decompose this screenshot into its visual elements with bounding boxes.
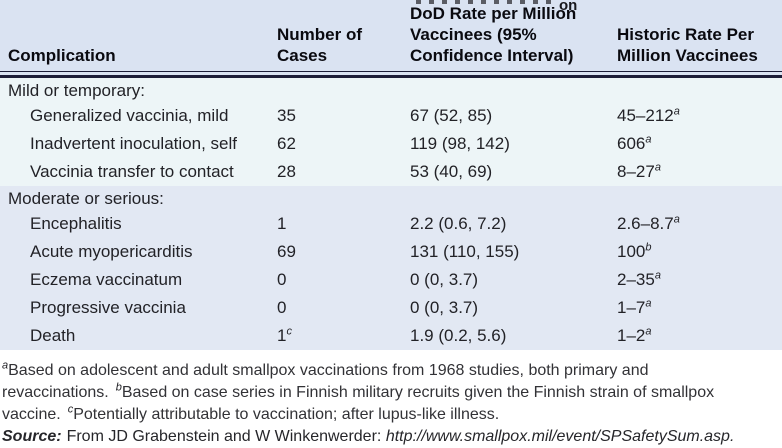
- section-moderate-or-serious: Moderate or serious: Encephalitis 1 2.2 …: [0, 186, 782, 350]
- cell-cases: 69: [277, 242, 296, 261]
- cell-historic-rate: 45–212a: [617, 105, 680, 125]
- table-row: Inadvertent inoculation, self 62 119 (98…: [0, 130, 782, 158]
- cell-complication: Acute myopericarditis: [30, 242, 193, 261]
- table-row: Progressive vaccinia 0 0 (0, 3.7) 1–7a: [0, 294, 782, 322]
- header-historic-rate: Historic Rate Per Million Vaccinees: [617, 25, 758, 65]
- footnote-b: bBased on case series in Finnish militar…: [2, 381, 715, 423]
- footnote-c: cPotentially attributable to vaccination…: [67, 403, 500, 423]
- table-row: Encephalitis 1 2.2 (0.6, 7.2) 2.6–8.7a: [0, 210, 782, 238]
- section-label: Moderate or serious:: [8, 189, 164, 208]
- cell-cases: 28: [277, 162, 296, 181]
- cell-historic-rate: 1–7a: [617, 297, 652, 317]
- cell-dod-rate: 1.9 (0.2, 5.6): [410, 326, 507, 345]
- cell-complication: Vaccinia transfer to contact: [30, 162, 234, 181]
- table-row: Eczema vaccinatum 0 0 (0, 3.7) 2–35a: [0, 266, 782, 294]
- source-url: http://www.smallpox.mil/event/SPSafetySu…: [385, 428, 735, 445]
- cell-dod-rate: 0 (0, 3.7): [410, 298, 479, 317]
- header-divider-rule: [0, 71, 782, 78]
- cell-historic-rate: 606a: [617, 133, 652, 153]
- section-label: Mild or temporary:: [8, 81, 145, 100]
- cell-cases: 1c: [277, 325, 292, 345]
- cropped-caption-fragment: on: [559, 0, 578, 14]
- cropped-text-slivers: [416, 0, 554, 4]
- cell-complication: Eczema vaccinatum: [30, 270, 183, 289]
- cell-complication: Encephalitis: [30, 214, 122, 233]
- cell-historic-rate: 1–2a: [617, 325, 652, 345]
- cell-historic-rate: 2.6–8.7a: [617, 213, 680, 233]
- table-footnotes: aBased on adolescent and adult smallpox …: [0, 360, 782, 426]
- header-number-of-cases: Number of Cases: [277, 25, 362, 65]
- header-complication: Complication: [8, 46, 116, 65]
- cell-cases: 0: [277, 270, 287, 289]
- cell-dod-rate: 2.2 (0.6, 7.2): [410, 214, 507, 233]
- cell-dod-rate: 0 (0, 3.7): [410, 270, 479, 289]
- cell-historic-rate: 2–35a: [617, 269, 661, 289]
- cell-cases: 0: [277, 298, 287, 317]
- table-row: Acute myopericarditis 69 131 (110, 155) …: [0, 238, 782, 266]
- source-text: From JD Grabenstein and W Winkenwerder:: [66, 428, 382, 445]
- cell-dod-rate: 119 (98, 142): [410, 134, 510, 153]
- header-dod-rate: DoD Rate per Million Vaccinees (95% Conf…: [410, 4, 577, 65]
- cell-historic-rate: 100b: [617, 241, 652, 261]
- table-row: Generalized vaccinia, mild 35 67 (52, 85…: [0, 102, 782, 130]
- cell-dod-rate: 67 (52, 85): [410, 106, 493, 125]
- cell-complication: Progressive vaccinia: [30, 298, 186, 317]
- cell-dod-rate: 131 (110, 155): [410, 242, 520, 261]
- cell-complication: Death: [30, 326, 76, 345]
- cell-complication: Generalized vaccinia, mild: [30, 106, 229, 125]
- footnote-a: aBased on adolescent and adult smallpox …: [2, 359, 649, 401]
- table-header-row: Complication Number of Cases DoD Rate pe…: [0, 0, 782, 71]
- cell-cases: 62: [277, 134, 296, 153]
- section-mild-or-temporary: Mild or temporary: Generalized vaccinia,…: [0, 78, 782, 186]
- source-label: Source:: [2, 428, 62, 445]
- table-row: Vaccinia transfer to contact 28 53 (40, …: [0, 158, 782, 186]
- cell-dod-rate: 53 (40, 69): [410, 162, 493, 181]
- cell-historic-rate: 8–27a: [617, 161, 661, 181]
- cell-cases: 35: [277, 106, 296, 125]
- cell-complication: Inadvertent inoculation, self: [30, 134, 237, 153]
- source-line: Source: From JD Grabenstein and W Winkenw…: [2, 427, 734, 446]
- cell-cases: 1: [277, 214, 287, 233]
- table-row: Death 1c 1.9 (0.2, 5.6) 1–2a: [0, 322, 782, 350]
